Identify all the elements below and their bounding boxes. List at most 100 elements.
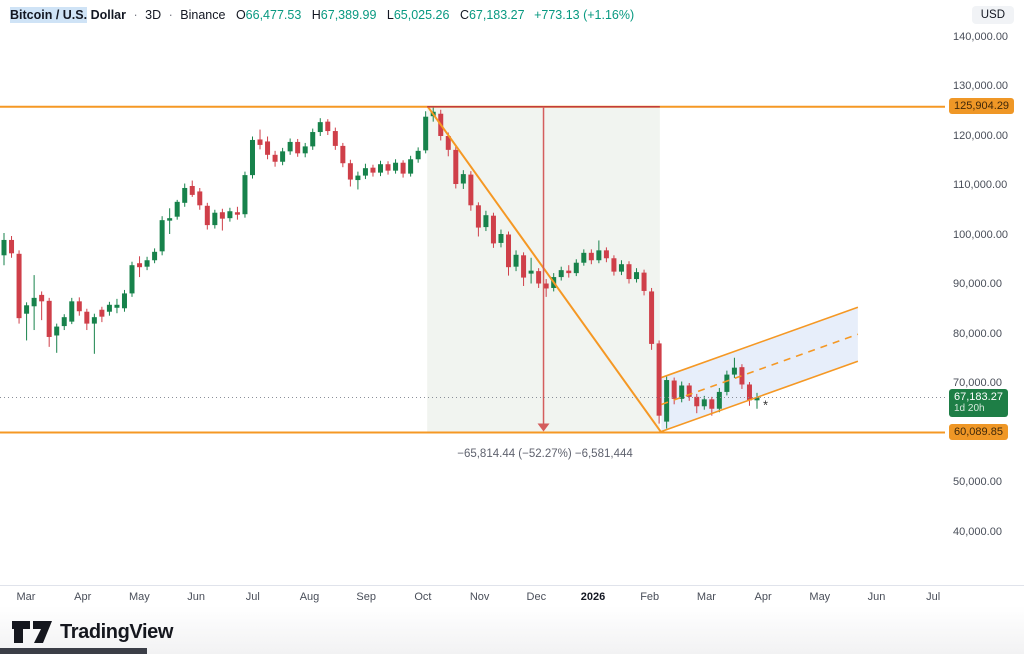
candle-body	[137, 263, 143, 268]
candle-body	[31, 297, 37, 307]
price-tick-label: 110,000.00	[953, 179, 1008, 191]
high-key: H	[311, 8, 321, 22]
candle-body	[287, 141, 293, 152]
candle-body	[453, 149, 459, 185]
time-tick-label: Aug	[299, 591, 320, 603]
time-tick-label: Apr	[74, 591, 92, 603]
price-tick-label: 130,000.00	[953, 80, 1009, 92]
candle-body	[671, 380, 677, 399]
time-tick-label: Jun	[187, 591, 205, 603]
channel-lower-border	[661, 360, 859, 433]
candle-body	[99, 309, 105, 317]
candle-body	[701, 399, 707, 407]
candle-body	[543, 283, 549, 289]
candle-body	[54, 326, 60, 336]
footer-fade	[0, 606, 1024, 654]
candle-body	[9, 239, 15, 254]
candle-body	[536, 271, 542, 284]
time-tick-label: May	[809, 591, 831, 603]
candle-body	[302, 146, 308, 154]
candle-body	[280, 151, 286, 162]
candle-body	[506, 234, 512, 268]
price-tick-label: 120,000.00	[953, 129, 1009, 142]
candle-body	[189, 185, 195, 195]
candle-body	[626, 264, 632, 280]
candle-body	[234, 212, 240, 215]
interval-label[interactable]: 3D	[145, 8, 162, 22]
close-key: C	[459, 8, 469, 22]
candle-body	[596, 250, 602, 261]
channel-upper-border	[661, 306, 859, 379]
symbol-title[interactable]: Bitcoin / U.S. Dollar	[10, 7, 126, 23]
tradingview-logo-text: TradingView	[60, 620, 174, 643]
time-axis[interactable]: Mar Apr May Jun Jul Aug Sep Oct Nov Dec 2026 Feb Mar…	[0, 586, 1024, 610]
candle-body	[16, 253, 22, 319]
candle-body	[69, 301, 75, 322]
candle-body	[249, 139, 255, 176]
candle-body	[340, 145, 346, 164]
range-measure-label: −65,814.44 (−52.27%) −6,581,444	[457, 448, 633, 460]
price-tick-label: 70,000.00	[953, 377, 1002, 389]
candle-body	[182, 187, 188, 203]
time-tick-label: Nov	[469, 591, 490, 603]
currency-badge[interactable]: USD	[971, 6, 1014, 24]
candle-body	[588, 252, 594, 261]
change-value: +773.13 (+1.16%)	[534, 8, 635, 22]
candle-body	[317, 122, 323, 133]
candle-body	[84, 311, 90, 324]
tradingview-branding[interactable]: TradingView	[12, 620, 173, 644]
candle-body	[362, 168, 368, 176]
legend-separator-2: ·	[168, 8, 173, 22]
candle-body	[167, 218, 173, 221]
price-tick-label: 40,000.00	[953, 525, 1002, 538]
candle-body	[325, 121, 331, 132]
open-value: 66,477.53	[245, 8, 302, 22]
candle-body	[114, 304, 120, 308]
level-price-label: 60,089.85	[949, 423, 1008, 440]
price-tick-label: 80,000.00	[953, 327, 1002, 340]
candle-body	[242, 175, 248, 215]
time-tick-label: Dec	[526, 591, 547, 603]
candle-body	[393, 162, 399, 171]
high-value: 67,389.99	[320, 8, 377, 22]
exchange-label: Binance	[180, 8, 226, 22]
candle-body	[513, 254, 519, 267]
time-axis-border	[0, 585, 1024, 586]
candle-body	[46, 300, 52, 337]
bottom-bar	[0, 648, 147, 654]
candle-body	[498, 234, 504, 243]
candle-body	[679, 385, 685, 399]
level-price-label: 125,904.29	[949, 97, 1015, 114]
chart-legend[interactable]: Bitcoin / U.S. Dollar · 3D · Binance O66…	[10, 7, 635, 23]
candle-body	[716, 391, 722, 409]
candle-body	[400, 162, 406, 174]
candle-body	[370, 167, 376, 173]
time-tick-label: Sep	[356, 591, 376, 603]
last-price-label: 67,183.27 1d 20h	[949, 389, 1008, 418]
last-price-value: 67,183.27	[954, 391, 1003, 404]
candle-body	[197, 191, 203, 206]
last-candle-marker: *	[763, 397, 768, 412]
price-tick-label: 140,000.00	[953, 30, 1009, 43]
candle-body	[656, 343, 662, 416]
candle-body	[174, 201, 180, 217]
open-key: O	[235, 8, 246, 22]
candle-body	[39, 294, 45, 302]
symbol-title-highlighted: Bitcoin / U.S.	[10, 7, 88, 23]
candle-body	[746, 384, 752, 401]
candle-body	[581, 252, 587, 263]
low-key: L	[386, 8, 394, 22]
candle-body	[483, 215, 489, 228]
candle-body	[310, 132, 316, 147]
candle-body	[378, 164, 383, 173]
candle-body	[731, 367, 737, 375]
candle-body	[490, 215, 496, 244]
time-tick-label: Mar	[696, 591, 716, 603]
candle-body	[634, 272, 640, 280]
candle-body	[129, 265, 135, 294]
price-axis[interactable]: 140,000.00 130,000.00 120,000.00 110,000.00…	[945, 0, 1024, 585]
time-tick-label: Oct	[414, 591, 432, 603]
time-tick-label: Apr	[754, 591, 772, 603]
